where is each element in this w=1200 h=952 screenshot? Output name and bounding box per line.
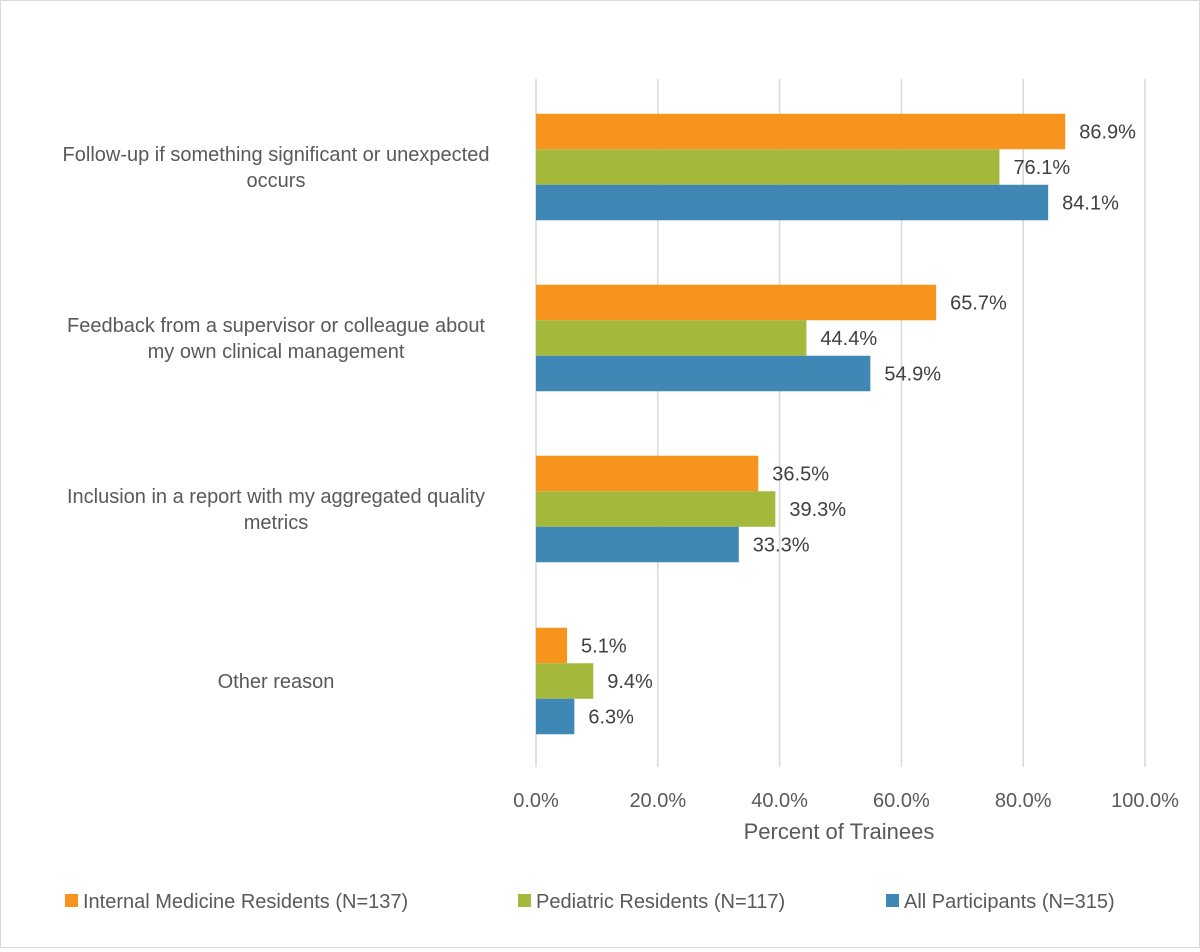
data-label: 33.3% — [753, 535, 810, 557]
legend-item: Pediatric Residents (N=117) — [518, 891, 785, 913]
x-axis-ticks: 0.0% 20.0% 40.0% 60.0% 80.0% 100.0% — [513, 790, 1179, 812]
data-label: 54.9% — [884, 364, 941, 386]
bar — [536, 698, 575, 735]
category-label: Follow-up if something significant or un… — [63, 144, 490, 166]
bar — [536, 149, 1000, 185]
data-label: 9.4% — [607, 671, 653, 693]
category-label: my own clinical management — [148, 341, 405, 363]
legend-label: Internal Medicine Residents (N=137) — [83, 891, 408, 913]
data-label: 84.1% — [1062, 193, 1119, 215]
data-label: 5.1% — [581, 636, 627, 658]
data-label: 6.3% — [588, 707, 634, 729]
bar — [536, 663, 594, 699]
x-tick-label: 100.0% — [1111, 790, 1179, 812]
data-label: 44.4% — [820, 328, 877, 350]
legend-swatch — [886, 894, 899, 907]
data-label: 36.5% — [772, 464, 829, 486]
bars — [536, 113, 1066, 735]
legend: Internal Medicine Residents (N=137) Pedia… — [65, 891, 1115, 913]
bar — [536, 627, 568, 664]
legend-swatch — [518, 894, 531, 907]
bar — [536, 184, 1049, 221]
bar — [536, 113, 1066, 150]
category-label: Inclusion in a report with my aggregated… — [67, 486, 485, 508]
bar — [536, 355, 871, 392]
data-label: 76.1% — [1013, 157, 1070, 179]
x-axis-title: Percent of Trainees — [744, 819, 935, 844]
x-tick-label: 0.0% — [513, 790, 559, 812]
bar — [536, 526, 739, 563]
x-tick-label: 60.0% — [873, 790, 930, 812]
data-label: 39.3% — [789, 499, 846, 521]
legend-label: Pediatric Residents (N=117) — [536, 891, 785, 913]
bar — [536, 284, 937, 321]
category-label: Other reason — [218, 671, 335, 693]
category-label: occurs — [247, 170, 306, 192]
bar — [536, 455, 759, 492]
x-tick-label: 40.0% — [751, 790, 808, 812]
legend-label: All Participants (N=315) — [904, 891, 1115, 913]
bar — [536, 491, 776, 527]
legend-item: All Participants (N=315) — [886, 891, 1115, 913]
data-label: 65.7% — [950, 293, 1007, 315]
legend-item: Internal Medicine Residents (N=137) — [65, 891, 408, 913]
x-tick-label: 20.0% — [629, 790, 686, 812]
x-tick-label: 80.0% — [995, 790, 1052, 812]
category-label: Feedback from a supervisor or colleague … — [67, 315, 485, 337]
category-labels: Follow-up if something significant or un… — [63, 144, 490, 693]
legend-swatch — [65, 894, 78, 907]
bar — [536, 320, 807, 356]
data-label: 86.9% — [1079, 122, 1136, 144]
data-labels: 86.9% 76.1% 84.1% 65.7% 44.4% 54.9% 36.5% 39.3%… — [581, 122, 1136, 729]
category-label: metrics — [244, 512, 308, 534]
